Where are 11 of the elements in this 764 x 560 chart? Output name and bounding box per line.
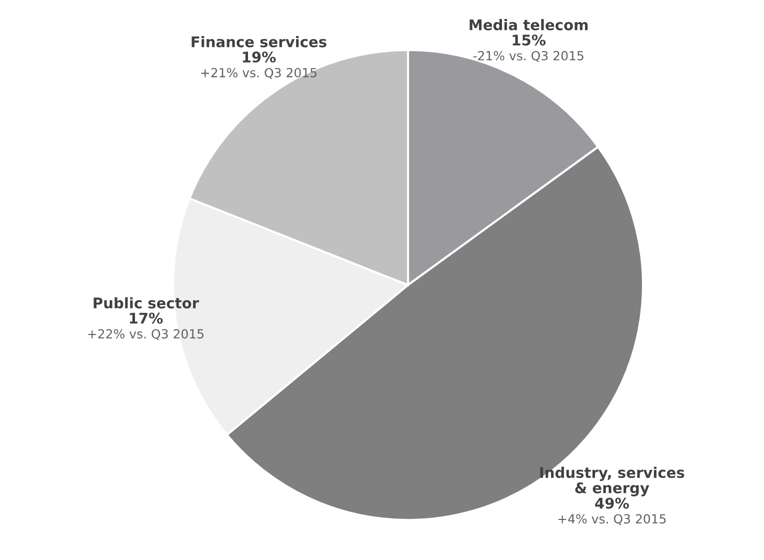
text: +22% vs. Q3 2015 — [88, 329, 204, 340]
data-label: 49% — [595, 498, 629, 509]
text: +21% vs. Q3 2015 — [201, 68, 316, 79]
data-label: 15% — [512, 34, 546, 46]
slice-label: Media telecom — [470, 19, 588, 30]
data-label: 19% — [242, 52, 276, 63]
slice-label: Finance services — [192, 36, 326, 48]
data-label: 17% — [130, 312, 163, 324]
text: +4% vs. Q3 2015 — [558, 514, 666, 525]
text: -21% vs. Q3 2015 — [473, 50, 584, 62]
slice-label: Public sector — [94, 297, 199, 308]
